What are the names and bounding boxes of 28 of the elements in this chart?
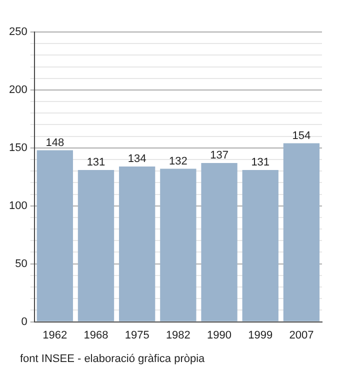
y-tick-label: 0 <box>21 316 28 328</box>
bar <box>160 168 196 322</box>
data-label: 148 <box>46 136 64 149</box>
bar <box>242 170 278 322</box>
data-label: 154 <box>292 130 311 142</box>
bar <box>78 170 114 322</box>
data-label: 131 <box>86 156 106 168</box>
x-tick-label: 1982 <box>166 329 190 342</box>
x-tick-label: 2007 <box>289 329 314 342</box>
x-tick-label: 1990 <box>207 329 232 342</box>
x-tick-label: 1962 <box>42 329 68 342</box>
text: font INSEE - elaboració gràfica pròpia <box>20 353 205 365</box>
bar <box>283 143 320 322</box>
y-tick-label: 250 <box>8 26 28 38</box>
y-tick-label: 50 <box>15 258 28 270</box>
data-label: 137 <box>210 150 228 162</box>
bar <box>119 166 156 322</box>
data-label: 134 <box>128 153 146 165</box>
y-tick-label: 100 <box>8 200 28 212</box>
data-label: 132 <box>168 155 188 168</box>
data-label: 131 <box>251 156 270 168</box>
x-tick-label: 1968 <box>84 329 108 342</box>
bar <box>36 150 73 322</box>
bar <box>201 162 238 322</box>
y-tick-label: 150 <box>8 142 28 154</box>
x-tick-label: 1975 <box>124 329 150 342</box>
y-tick-label: 200 <box>8 84 28 96</box>
x-tick-label: 1999 <box>248 329 273 342</box>
